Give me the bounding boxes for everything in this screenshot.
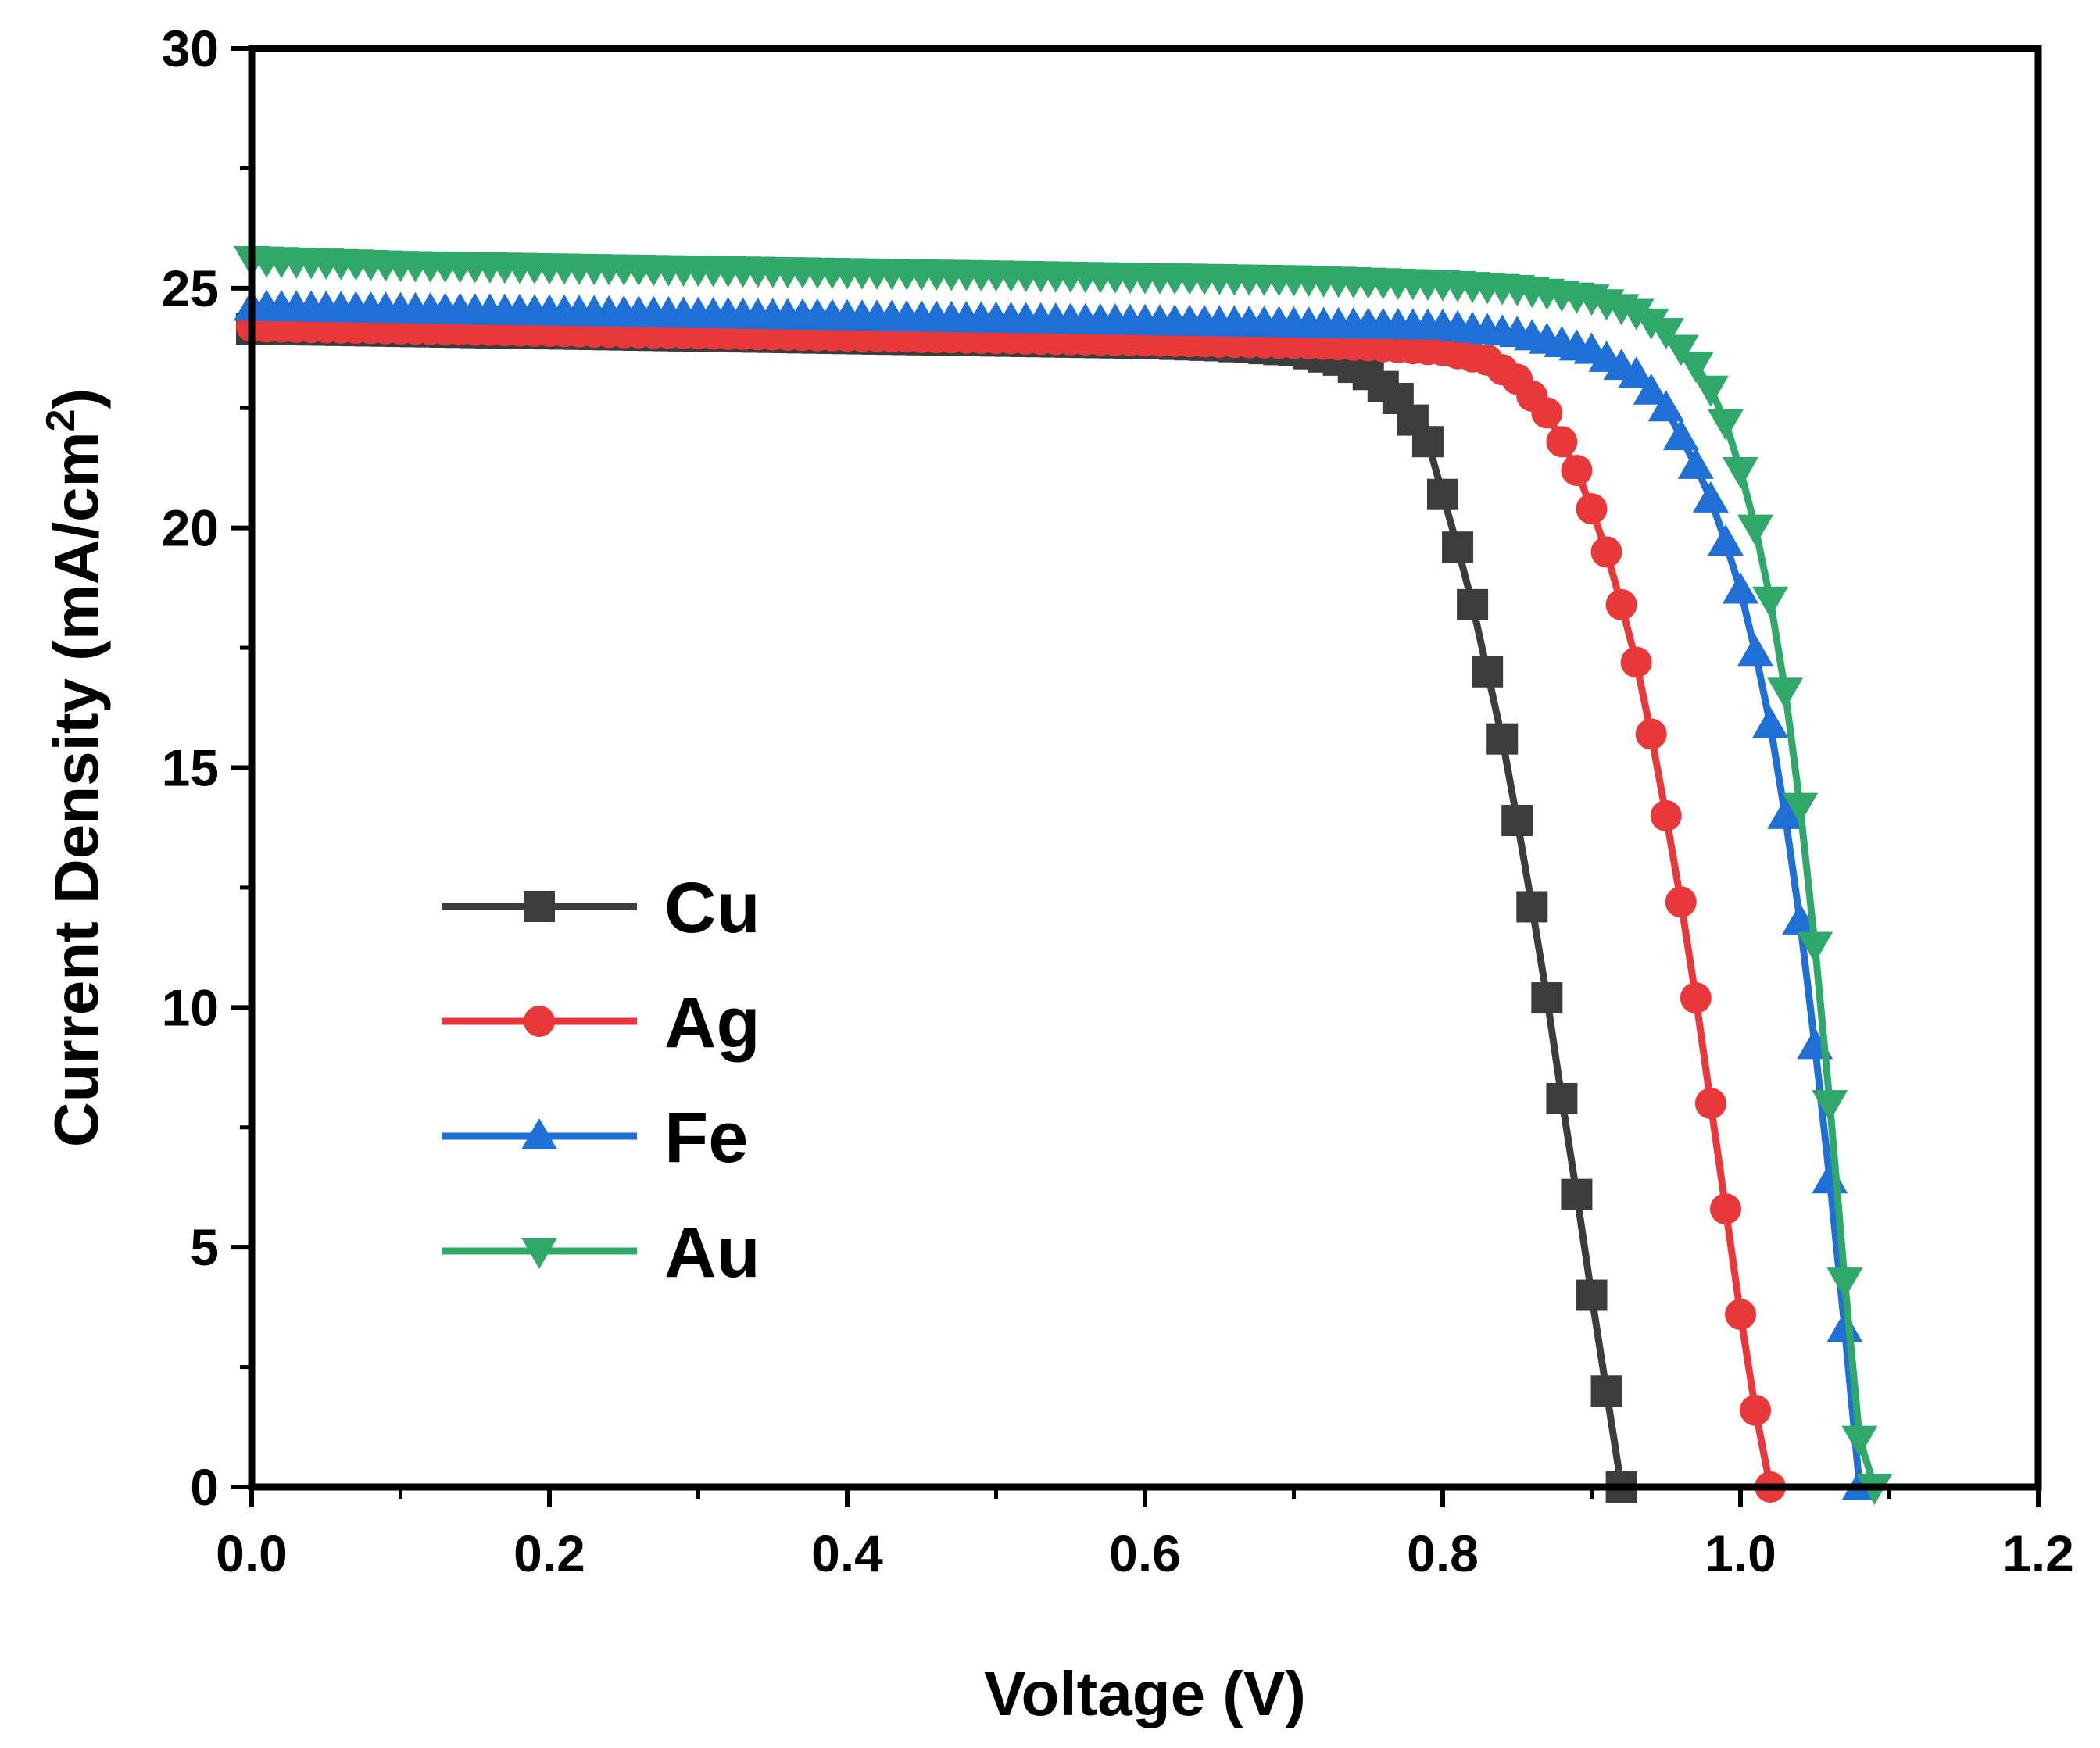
data-point-au	[1841, 1425, 1878, 1457]
y-tick-label: 0	[190, 1458, 219, 1516]
x-tick-label: 0.0	[216, 1525, 288, 1582]
data-point-ag	[1725, 1299, 1756, 1331]
data-point-cu	[1590, 1375, 1622, 1407]
y-axis-title-close: )	[41, 388, 111, 409]
data-point-au	[1692, 375, 1729, 407]
axes-group: 0.0 0.2 0.4 0.6 0.8 1.0 1.2 0 5 10 15 20 25 30	[162, 20, 2074, 1582]
y-tick-label: 15	[162, 739, 219, 797]
data-point-fe	[1647, 390, 1684, 422]
data-point-ag	[1620, 646, 1652, 678]
data-point-cu	[1427, 478, 1458, 510]
legend-label-ag: Ag	[664, 983, 760, 1063]
data-point-ag	[1590, 536, 1622, 568]
data-point-au	[1677, 352, 1714, 384]
data-point-au	[1662, 334, 1699, 366]
x-tick-label: 1.0	[1705, 1525, 1776, 1582]
legend-item-cu: Cu	[442, 868, 760, 948]
data-point-fe	[1737, 634, 1774, 667]
series-fe	[234, 289, 1878, 1500]
x-tick-label: 0.4	[811, 1525, 883, 1582]
data-point-ag	[1605, 588, 1637, 620]
data-point-au	[1618, 298, 1655, 331]
data-point-cu	[1411, 426, 1444, 458]
legend-label-cu: Cu	[664, 868, 760, 948]
data-point-ag	[1665, 886, 1697, 918]
data-point-ag	[1546, 426, 1578, 458]
legend-label-au: Au	[664, 1213, 760, 1292]
data-point-cu	[1576, 1279, 1608, 1311]
y-tick-label: 10	[162, 978, 219, 1036]
legend-item-fe: Fe	[442, 1098, 748, 1178]
data-point-cu	[1472, 656, 1504, 688]
data-point-fe	[1767, 797, 1804, 829]
data-point-fe	[1618, 356, 1655, 388]
data-point-au	[1707, 409, 1744, 441]
data-point-cu	[1486, 723, 1519, 755]
legend: Cu Ag Fe Au	[442, 868, 760, 1292]
y-axis-title: Current Density (mA/cm2)	[38, 388, 111, 1147]
data-point-fe	[1782, 903, 1819, 935]
data-point-ag	[1650, 799, 1682, 831]
data-point-fe	[1662, 419, 1699, 451]
data-point-cu	[1546, 1082, 1578, 1114]
legend-marker-cu	[524, 891, 555, 922]
y-axis-title-main: Current Density (mA/cm	[41, 431, 111, 1147]
y-axis-title-superscript: 2	[38, 409, 84, 431]
series-au	[234, 246, 1893, 1505]
x-tick-label: 0.2	[513, 1525, 585, 1582]
data-point-cu	[1561, 1178, 1593, 1210]
legend-marker-fe	[521, 1118, 557, 1149]
data-point-ag	[1531, 397, 1563, 429]
y-tick-label: 25	[162, 259, 219, 317]
data-point-au	[1647, 318, 1684, 350]
x-tick-label: 0.8	[1407, 1525, 1479, 1582]
data-point-au	[1737, 514, 1774, 546]
data-point-fe	[1707, 524, 1744, 556]
data-point-au	[1752, 586, 1789, 618]
data-point-cu	[1516, 891, 1548, 923]
data-point-ag	[1576, 493, 1608, 525]
y-tick-label: 20	[162, 499, 219, 557]
data-point-au	[1782, 792, 1819, 824]
data-point-au	[1826, 1267, 1863, 1299]
x-tick-label: 0.6	[1109, 1525, 1181, 1582]
data-point-fe	[1633, 373, 1669, 405]
legend-marker-ag	[524, 1006, 555, 1037]
data-point-fe	[1677, 447, 1714, 479]
data-point-fe	[1752, 706, 1789, 738]
data-point-cu	[1457, 588, 1489, 620]
y-tick-label: 5	[190, 1218, 219, 1276]
data-point-cu	[1501, 805, 1533, 837]
y-tick-label: 30	[162, 20, 219, 77]
legend-label-fe: Fe	[664, 1098, 748, 1178]
data-point-cu	[1531, 982, 1563, 1014]
legend-marker-au	[521, 1238, 557, 1269]
data-point-au	[1797, 931, 1833, 963]
data-point-fe	[1826, 1310, 1863, 1342]
data-point-au	[1723, 457, 1758, 489]
legend-item-ag: Ag	[442, 983, 760, 1063]
data-point-au	[1633, 308, 1669, 340]
data-point-ag	[1635, 718, 1667, 750]
data-point-cu	[1442, 531, 1474, 563]
data-point-ag	[1740, 1394, 1772, 1426]
data-point-au	[1812, 1090, 1848, 1122]
data-point-fe	[1723, 572, 1758, 604]
series-line-fe	[251, 303, 1863, 1488]
x-tick-label: 1.2	[2002, 1525, 2074, 1582]
legend-item-au: Au	[442, 1213, 760, 1292]
data-point-au	[1767, 677, 1804, 710]
data-point-ag	[1694, 1088, 1726, 1120]
data-point-fe	[1812, 1162, 1848, 1194]
series-group	[234, 246, 1893, 1505]
x-axis-title: Voltage (V)	[984, 1659, 1306, 1728]
data-point-fe	[1692, 481, 1729, 513]
data-point-ag	[1709, 1193, 1741, 1225]
series-line-au	[251, 256, 1878, 1489]
data-point-ag	[1680, 982, 1712, 1014]
data-point-ag	[1561, 455, 1593, 487]
